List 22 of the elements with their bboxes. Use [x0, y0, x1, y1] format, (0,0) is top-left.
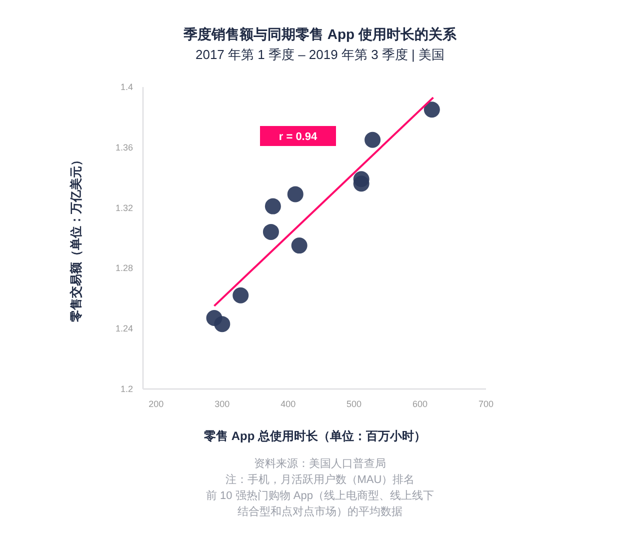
- y-tick-label: 1.4: [120, 82, 133, 92]
- chart-subtitle: 2017 年第 1 季度 – 2019 年第 3 季度 | 美国: [195, 47, 445, 62]
- x-tick-label: 200: [148, 399, 164, 409]
- chart-title: 季度销售额与同期零售 App 使用时长的关系: [182, 26, 458, 42]
- x-tick-label: 300: [214, 399, 230, 409]
- annotation: r = 0.94: [278, 131, 318, 143]
- text: 资料来源：美国人口普查局: [254, 457, 386, 470]
- y-tick-label: 1.36: [115, 142, 133, 152]
- text: 结合型和点对点市场）的平均数据: [238, 505, 402, 518]
- y-tick-label: 1.24: [115, 324, 133, 334]
- y-tick-label: 1.28: [115, 263, 133, 274]
- x-tick-label: 400: [280, 399, 296, 409]
- x-tick-label: 500: [346, 399, 362, 409]
- text: 注：手机，月活跃用户数（MAU）排名: [225, 473, 415, 486]
- picture-label-box: r = 0.94: [260, 126, 336, 146]
- y-tick-label: 1.32: [115, 202, 133, 213]
- text: 前 10 强热门购物 App（线上电商型、线上线下: [206, 489, 434, 502]
- x-tick-label: 700: [478, 399, 494, 409]
- x-axis-title: 零售 App 总使用时长（单位：百万小时）: [203, 429, 426, 443]
- y-axis-title: 零售交易额（单位：万亿美元）: [69, 154, 83, 323]
- y-tick-label: 1.2: [120, 384, 133, 394]
- x-tick-label: 600: [412, 399, 428, 409]
